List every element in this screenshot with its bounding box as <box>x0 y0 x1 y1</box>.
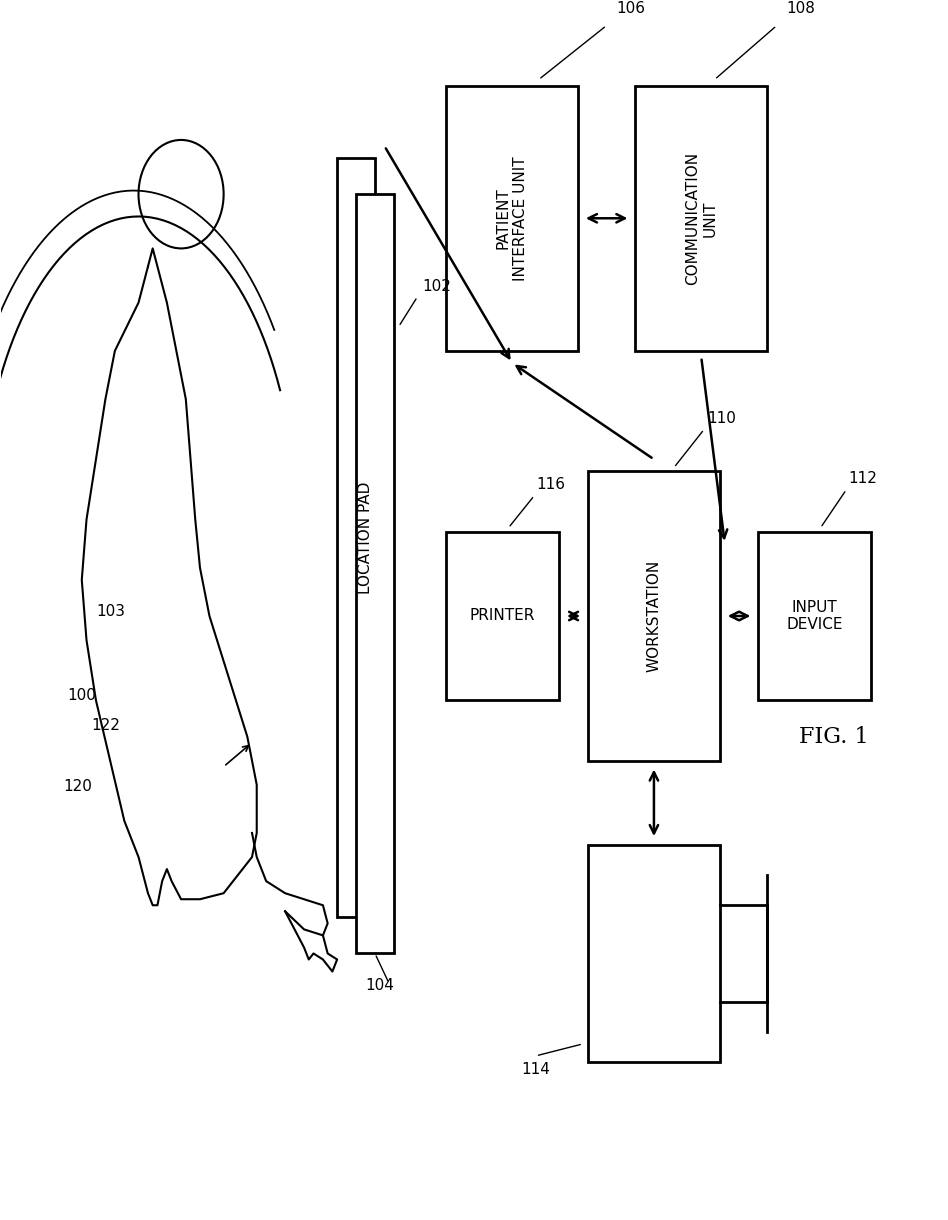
Text: 112: 112 <box>848 471 877 487</box>
Bar <box>446 85 578 351</box>
Text: 108: 108 <box>786 1 814 16</box>
Text: 110: 110 <box>706 411 736 426</box>
Text: FIG. 1: FIG. 1 <box>798 726 868 748</box>
Text: 102: 102 <box>422 278 451 294</box>
Bar <box>446 532 559 700</box>
Text: 114: 114 <box>521 1061 550 1077</box>
Text: WORKSTATION: WORKSTATION <box>647 560 661 672</box>
Text: PRINTER: PRINTER <box>469 609 535 623</box>
Bar <box>337 159 374 917</box>
Text: COMMUNICATION
UNIT: COMMUNICATION UNIT <box>684 151 717 284</box>
Text: 100: 100 <box>67 688 97 704</box>
Bar <box>588 845 720 1061</box>
Text: 103: 103 <box>96 604 125 619</box>
Text: 104: 104 <box>365 977 394 993</box>
Bar <box>635 85 767 351</box>
Bar <box>757 532 871 700</box>
Text: 122: 122 <box>91 719 120 733</box>
Text: LOCATION PAD: LOCATION PAD <box>357 482 373 594</box>
Text: PATIENT
INTERFACE UNIT: PATIENT INTERFACE UNIT <box>496 156 528 281</box>
Bar <box>588 471 720 760</box>
Text: 116: 116 <box>537 477 565 493</box>
Text: 120: 120 <box>63 778 92 794</box>
Text: INPUT
DEVICE: INPUT DEVICE <box>786 600 843 632</box>
Text: 106: 106 <box>616 1 645 16</box>
Bar <box>356 194 393 954</box>
